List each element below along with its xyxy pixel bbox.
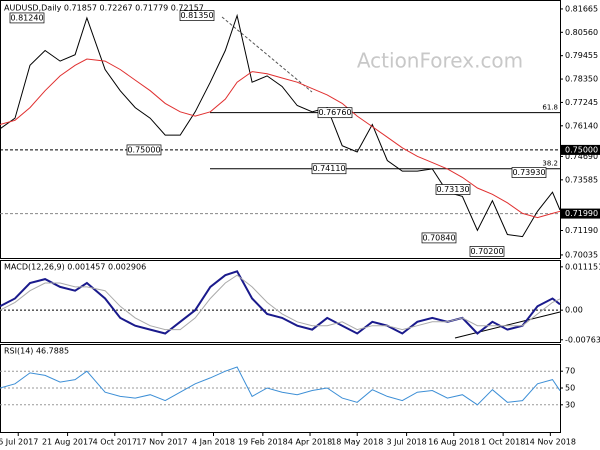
fib-label: 38.2 [542,160,558,168]
series-line [0,58,561,219]
annotation-label: 0.75000 [127,145,160,154]
price-panel [0,0,561,259]
rsi-title: RSI(14) 46.7885 [4,347,69,356]
y-tick-label: 0.80560 [565,28,598,37]
y-tick-label: 0.71190 [565,226,598,235]
annotation-label: 0.70200 [470,247,503,256]
y-tick-label: 0.011151 [565,262,600,271]
x-tick-label: 18 May 2018 [331,438,383,447]
y-tick-label: 0.71990 [565,209,598,218]
trend-line [221,16,313,93]
y-tick-label: 0.79455 [565,51,598,60]
macd-title: MACD(12,26,9) 0.001457 0.002906 [4,263,146,272]
x-tick-label: 1 Oct 2018 [481,438,525,447]
y-tick-label: 0.73585 [565,175,598,184]
y-tick-highlight [561,208,600,219]
y-tick-label: 0.77245 [565,98,598,107]
annotation-box [421,232,457,244]
x-tick-label: 4 Apr 2018 [288,438,332,447]
annotation-box [126,144,162,156]
x-tick-label: 4 Oct 2017 [93,438,137,447]
annotation-box [469,246,505,257]
x-tick-label: 16 Aug 2018 [428,438,479,447]
x-tick-label: 21 Aug 2017 [42,438,93,447]
y-tick-label: 0.70035 [565,250,598,259]
annotation-label: 0.76760 [318,108,351,117]
x-tick-label: 17 Nov 2017 [136,438,187,447]
macd-trend-line [454,311,561,339]
x-tick-label: 4 Jan 2018 [192,438,235,447]
y-tick-label: 0.81665 [565,4,598,13]
y-tick-highlight [561,144,600,155]
x-tick-label: 14 Nov 2018 [525,438,576,447]
y-tick-label: 0.75000 [565,145,598,154]
annotation-label: 0.81240 [10,13,43,22]
annotation-box [9,12,45,24]
y-tick-label: 0.74690 [565,152,598,161]
series-line [0,13,561,238]
watermark: ActionForex.com [357,49,523,73]
y-tick-label: 30 [565,400,575,409]
annotation-box [317,107,353,119]
y-tick-label: 0.76140 [565,121,598,130]
y-tick-label: -0.007634 [565,335,600,344]
fib-label: 61.8 [542,104,558,112]
annotation-label: 0.73130 [436,185,469,194]
x-tick-label: 6 Jul 2017 [0,438,38,447]
annotation-box [179,10,215,21]
annotation-box [435,184,471,195]
series-line [0,274,561,331]
macd-panel [0,260,561,343]
x-tick-label: 3 Jul 2018 [386,438,426,447]
chart-title: AUDUSD,Daily 0.71857 0.72267 0.71779 0.7… [4,4,204,13]
annotation-label: 0.70840 [422,233,455,242]
annotation-label: 0.81350 [180,11,213,20]
y-tick-label: 0.00 [565,306,583,315]
x-tick-label: 19 Feb 2018 [238,438,288,447]
annotation-box [311,163,347,175]
y-tick-label: 0.78350 [565,75,598,84]
y-tick-label: 70 [565,367,575,376]
annotation-label: 0.73930 [512,168,545,177]
annotation-box [511,167,547,178]
series-line [0,366,561,406]
annotation-label: 0.74110 [312,164,345,173]
y-tick-label: 50 [565,384,575,393]
